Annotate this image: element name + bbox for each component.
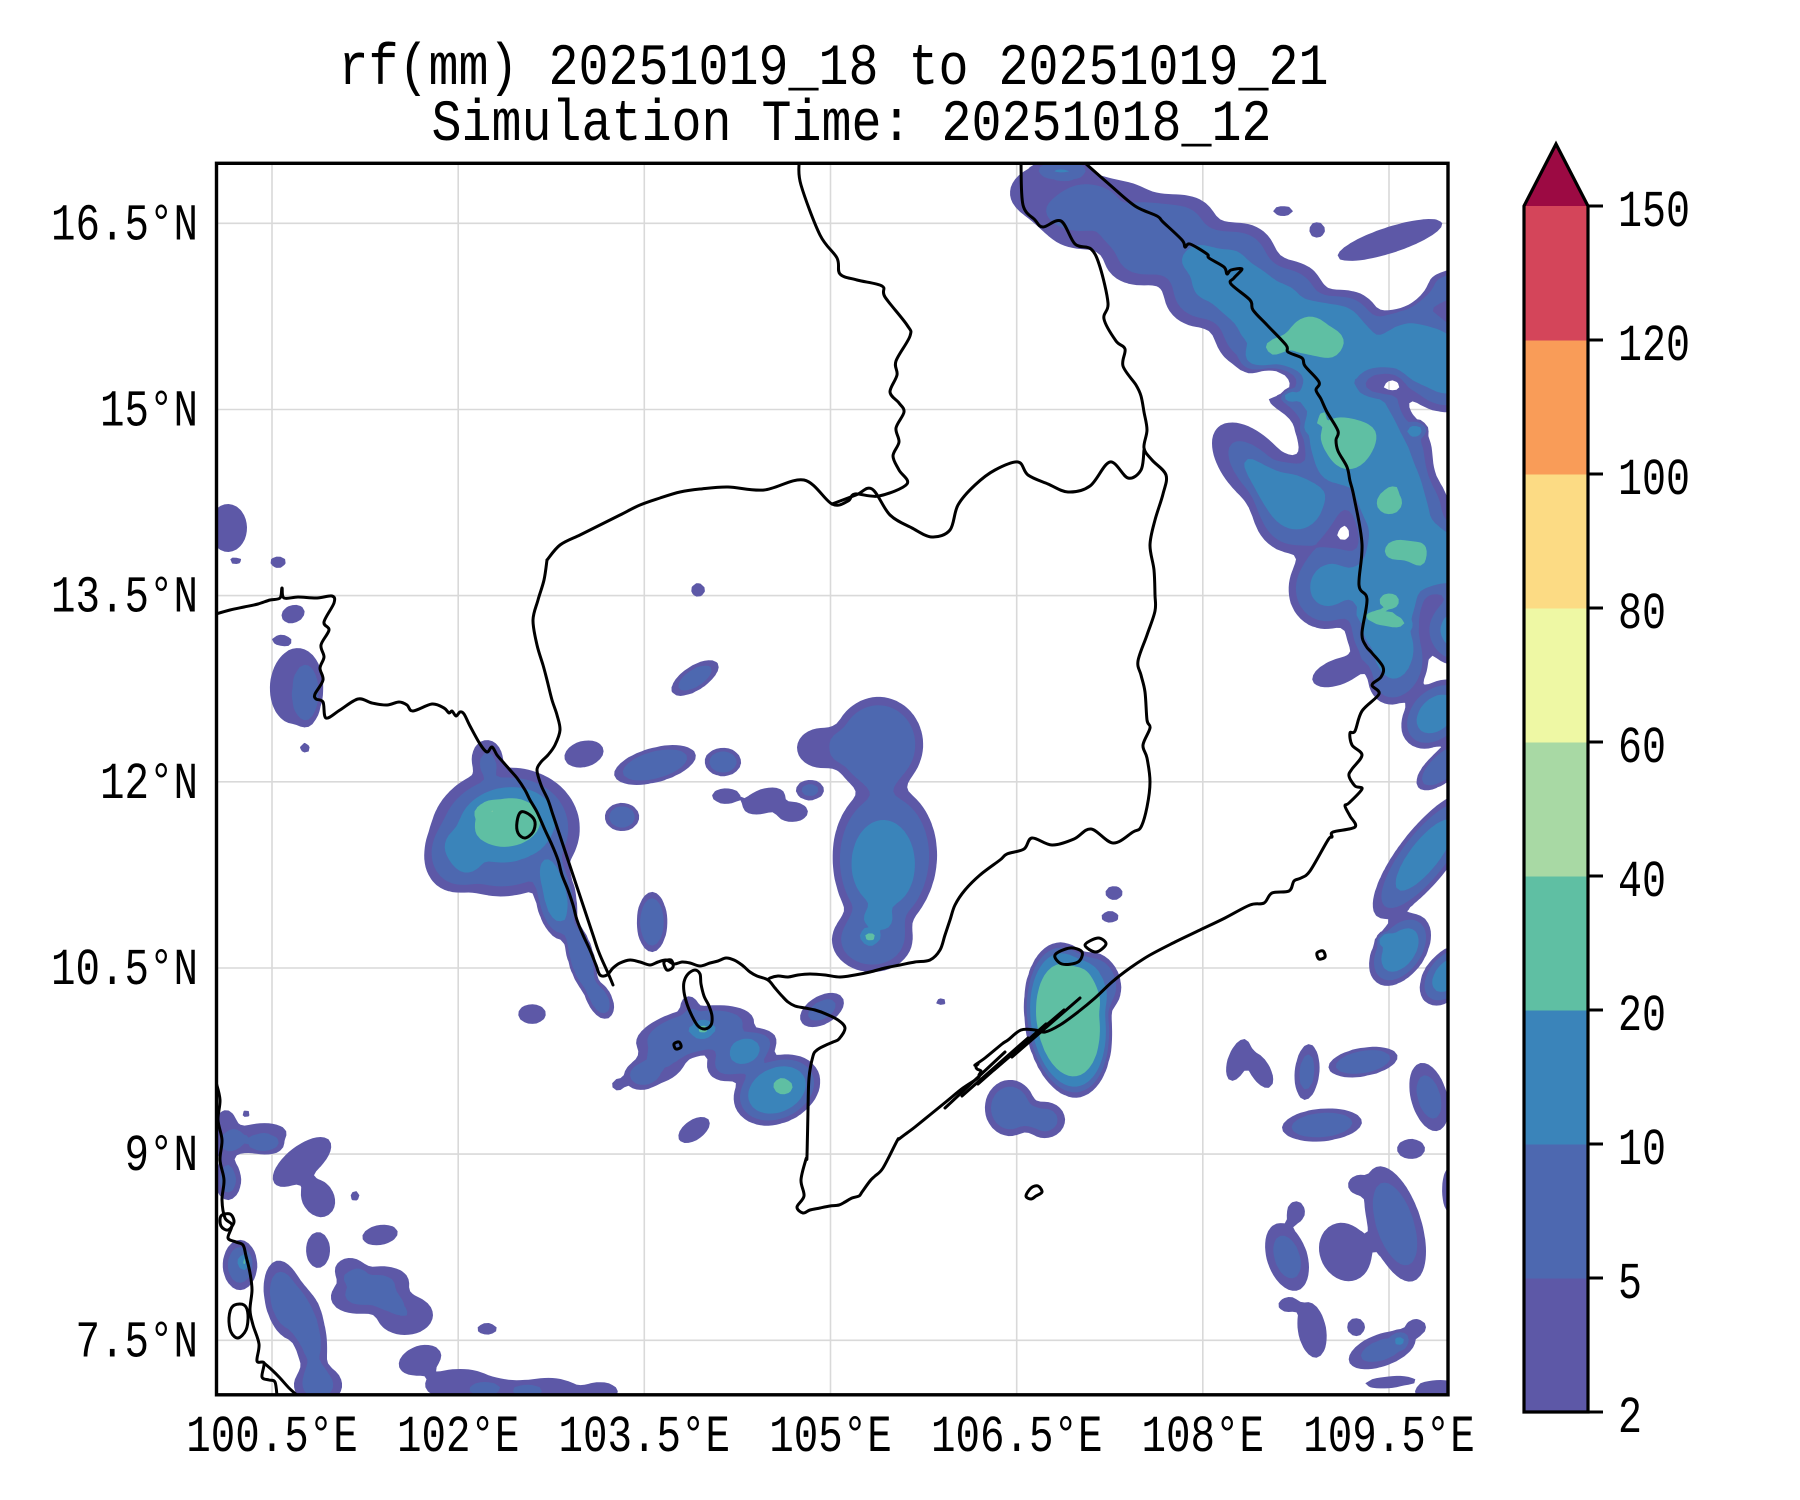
svg-text:80: 80 <box>1618 585 1666 644</box>
svg-text:150: 150 <box>1618 183 1690 242</box>
svg-text:40: 40 <box>1618 853 1666 912</box>
svg-text:108°E: 108°E <box>1142 1408 1265 1467</box>
svg-text:12°N: 12°N <box>100 755 198 814</box>
svg-text:16.5°N: 16.5°N <box>51 196 198 255</box>
svg-text:9°N: 9°N <box>125 1127 199 1186</box>
svg-text:15°N: 15°N <box>100 383 198 442</box>
svg-text:2: 2 <box>1618 1389 1642 1448</box>
svg-text:10: 10 <box>1618 1121 1666 1180</box>
svg-text:20: 20 <box>1618 987 1666 1046</box>
svg-text:100.5°E: 100.5°E <box>186 1408 358 1467</box>
svg-text:106.5°E: 106.5°E <box>931 1408 1103 1467</box>
svg-text:102°E: 102°E <box>397 1408 520 1467</box>
svg-text:Simulation Time: 20251018_12: Simulation Time: 20251018_12 <box>432 93 1272 158</box>
svg-text:100: 100 <box>1618 451 1690 510</box>
svg-text:13.5°N: 13.5°N <box>51 569 198 628</box>
svg-text:109.5°E: 109.5°E <box>1303 1408 1475 1467</box>
svg-text:120: 120 <box>1618 317 1690 376</box>
svg-text:10.5°N: 10.5°N <box>51 941 198 1000</box>
svg-text:5: 5 <box>1618 1255 1642 1314</box>
svg-text:60: 60 <box>1618 719 1666 778</box>
svg-text:103.5°E: 103.5°E <box>559 1408 731 1467</box>
svg-text:rf(mm) 20251019_18 to 20251019: rf(mm) 20251019_18 to 20251019_21 <box>339 37 1329 102</box>
svg-text:7.5°N: 7.5°N <box>76 1313 199 1372</box>
svg-text:105°E: 105°E <box>769 1408 892 1467</box>
